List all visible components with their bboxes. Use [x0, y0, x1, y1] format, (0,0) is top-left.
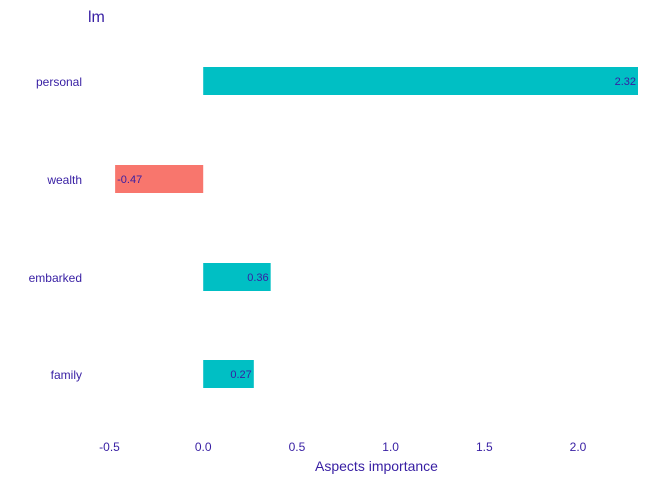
bar-embarked: [203, 263, 271, 291]
bar-personal: [203, 67, 638, 95]
y-tick-label-embarked: embarked: [29, 271, 82, 285]
x-tick-label: 0.0: [195, 440, 212, 454]
x-tick-label: 0.5: [289, 440, 306, 454]
x-tick-label: 2.0: [570, 440, 587, 454]
x-axis-ticks: -0.5 0.0 0.5 1.0 1.5 2.0: [99, 440, 587, 454]
x-axis-title: Aspects importance: [315, 458, 438, 474]
bars-layer: 2.32 -0.47 0.36 0.27: [115, 67, 638, 388]
y-axis-labels: personal wealth embarked family: [29, 75, 82, 382]
x-tick-label: -0.5: [99, 440, 120, 454]
y-tick-label-family: family: [51, 368, 82, 382]
chart-title: lm: [88, 9, 105, 26]
bar-value-label-personal: 2.32: [615, 76, 636, 88]
bar-value-label-embarked: 0.36: [247, 272, 268, 284]
y-tick-label-wealth: wealth: [46, 173, 82, 187]
bar-wealth: [115, 165, 204, 193]
bar-family: [203, 360, 254, 388]
x-tick-label: 1.5: [476, 440, 493, 454]
bar-value-label-wealth: -0.47: [117, 174, 142, 186]
x-tick-label: 1.0: [382, 440, 399, 454]
y-tick-label-personal: personal: [36, 75, 82, 89]
bar-value-label-family: 0.27: [230, 369, 251, 381]
